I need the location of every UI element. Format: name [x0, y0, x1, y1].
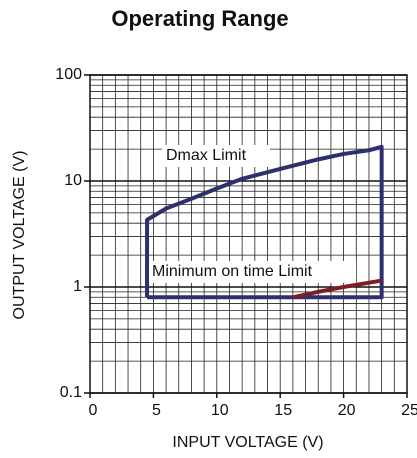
y-tick-label: 10: [64, 172, 82, 189]
x-tick-label: 15: [274, 402, 292, 419]
y-tick-label: 100: [55, 66, 82, 83]
annotation-bg: [149, 261, 356, 283]
y-tick-label: 1: [73, 278, 82, 295]
plot-border: [89, 74, 408, 394]
x-tick-label: 5: [152, 402, 161, 419]
y-axis-label: OUTPUT VOLTAGE (V): [11, 151, 28, 320]
plot-area: 0.1 1 10 100 0 5 10 15 20 25: [55, 66, 417, 419]
chart-title: Operating Range: [111, 6, 288, 31]
x-tick-label: 25: [401, 402, 417, 419]
x-tick-label: 10: [211, 402, 229, 419]
series-line: [292, 278, 382, 300]
x-axis-label: INPUT VOLTAGE (V): [172, 434, 323, 451]
x-tick-label: 0: [89, 402, 98, 419]
series-line: [145, 144, 384, 300]
x-tick-label: 20: [338, 402, 356, 419]
annotation-bg: [162, 145, 270, 167]
annotation: Minimum on time Limit: [152, 263, 313, 280]
y-tick-label: 0.1: [60, 384, 82, 401]
annotation: Dmax Limit: [166, 147, 247, 164]
